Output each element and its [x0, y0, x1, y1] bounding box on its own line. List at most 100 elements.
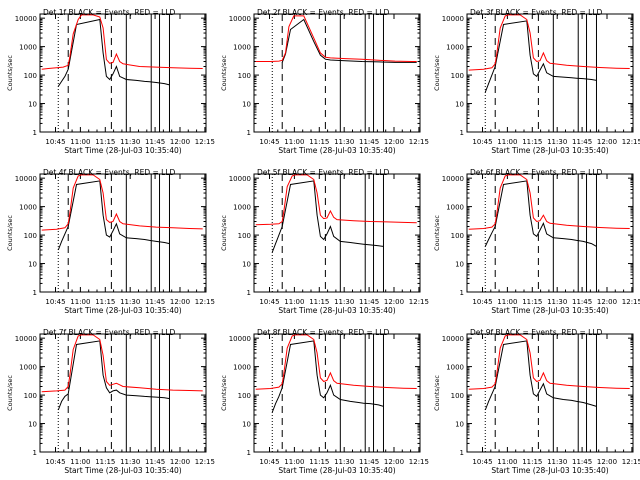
x-axis-label: Start Time (28-Jul-03 10:35:40) — [64, 146, 181, 155]
y-tick-label: 100 — [24, 392, 37, 400]
y-tick-label: 10 — [242, 101, 251, 109]
plot-frame — [39, 13, 207, 133]
x-tick-label: 12:15 — [409, 138, 429, 146]
x-tick-label: 11:00 — [497, 458, 517, 466]
x-tick-label: 11:30 — [120, 458, 140, 466]
x-axis-label: Start Time (28-Jul-03 10:35:40) — [278, 466, 395, 475]
x-tick-label: 12:15 — [195, 298, 215, 306]
x-axis-label: Start Time (28-Jul-03 10:35:40) — [491, 306, 608, 315]
y-tick-label: 10 — [28, 421, 37, 429]
x-axis-label: Start Time (28-Jul-03 10:35:40) — [278, 306, 395, 315]
plot-frame — [39, 333, 207, 453]
x-tick-label: 10:45 — [259, 458, 279, 466]
y-tick-label: 10 — [455, 261, 464, 269]
x-axis-label: Start Time (28-Jul-03 10:35:40) — [64, 466, 181, 475]
y-tick-label: 100 — [451, 72, 464, 80]
series-line-events — [484, 180, 597, 247]
x-tick-label: 11:45 — [359, 298, 379, 306]
x-tick-label: 11:15 — [95, 458, 115, 466]
x-tick-label: 11:15 — [522, 138, 542, 146]
x-tick-label: 12:00 — [170, 458, 190, 466]
panel-title: Det 1f BLACK = Events, RED = LLD — [43, 8, 176, 17]
plot-frame — [253, 333, 421, 453]
x-tick-label: 12:00 — [597, 298, 617, 306]
x-tick-label: 12:00 — [597, 458, 617, 466]
y-tick-label: 1 — [247, 289, 251, 297]
y-tick-label: 100 — [238, 232, 251, 240]
y-tick-label: 10000 — [15, 175, 37, 183]
y-tick-label: 10000 — [15, 335, 37, 343]
y-tick-label: 10 — [455, 101, 464, 109]
y-axis-label: Counts/sec — [6, 55, 14, 91]
x-tick-label: 11:15 — [522, 458, 542, 466]
panel-det-2: 1 10 100 1000 10000 10:45 11:00 11:15 11:30 11:45… — [220, 8, 429, 155]
x-tick-label: 12:15 — [195, 458, 215, 466]
y-axis-label: Counts/sec — [220, 375, 228, 411]
y-tick-label: 10000 — [442, 335, 464, 343]
x-tick-label: 10:45 — [45, 138, 65, 146]
y-tick-label: 1 — [247, 449, 251, 457]
x-tick-label: 10:45 — [45, 298, 65, 306]
x-tick-label: 11:30 — [547, 458, 567, 466]
y-tick-label: 1000 — [19, 204, 37, 212]
y-tick-label: 1000 — [233, 204, 251, 212]
y-tick-label: 10 — [28, 261, 37, 269]
panel-title: Det 6f BLACK = Events, RED = LLD — [470, 168, 603, 177]
panel-det-9: 1 10 100 1000 10000 10:45 11:00 11:15 11:30 11:45… — [433, 328, 640, 475]
x-tick-label: 12:15 — [195, 138, 215, 146]
x-tick-label: 11:45 — [359, 458, 379, 466]
x-tick-label: 10:45 — [472, 138, 492, 146]
panel-det-6: 1 10 100 1000 10000 10:45 11:00 11:15 11:30 11:45… — [433, 168, 640, 315]
y-tick-label: 1 — [33, 449, 37, 457]
x-tick-label: 10:45 — [472, 298, 492, 306]
x-tick-label: 11:15 — [309, 138, 329, 146]
y-tick-label: 1000 — [233, 364, 251, 372]
series-line-lld — [468, 334, 630, 390]
plot-frame — [466, 173, 634, 293]
y-tick-label: 10 — [242, 261, 251, 269]
series-line-events — [57, 180, 170, 251]
y-tick-label: 100 — [238, 72, 251, 80]
x-axis-label: Start Time (28-Jul-03 10:35:40) — [491, 466, 608, 475]
plot-frame — [466, 13, 634, 133]
y-tick-label: 1 — [33, 289, 37, 297]
x-tick-label: 11:45 — [145, 138, 165, 146]
series-line-events — [271, 340, 384, 413]
y-axis-label: Counts/sec — [220, 215, 228, 251]
y-tick-label: 10000 — [442, 175, 464, 183]
plot-frame — [39, 173, 207, 293]
y-tick-label: 10000 — [229, 335, 251, 343]
y-tick-label: 1 — [33, 129, 37, 137]
x-tick-label: 12:00 — [384, 298, 404, 306]
x-tick-label: 11:30 — [547, 138, 567, 146]
x-tick-label: 11:00 — [497, 298, 517, 306]
x-tick-label: 12:00 — [597, 138, 617, 146]
panel-title: Det 2f BLACK = Events, RED = LLD — [257, 8, 390, 17]
panel-det-5: 1 10 100 1000 10000 10:45 11:00 11:15 11:30 11:45… — [220, 168, 429, 315]
series-line-lld — [255, 334, 417, 390]
y-tick-label: 1 — [460, 449, 464, 457]
y-tick-label: 10000 — [229, 175, 251, 183]
plot-frame — [253, 13, 421, 133]
x-tick-label: 11:45 — [145, 458, 165, 466]
y-tick-label: 1000 — [19, 364, 37, 372]
series-line-lld — [41, 14, 203, 70]
y-tick-label: 10 — [28, 101, 37, 109]
y-tick-label: 1 — [247, 129, 251, 137]
y-tick-label: 1000 — [233, 44, 251, 52]
panel-title: Det 9f BLACK = Events, RED = LLD — [470, 328, 603, 337]
y-axis-label: Counts/sec — [220, 55, 228, 91]
series-line-lld — [255, 15, 417, 62]
x-tick-label: 11:00 — [70, 138, 90, 146]
y-tick-label: 1000 — [446, 204, 464, 212]
x-axis-label: Start Time (28-Jul-03 10:35:40) — [64, 306, 181, 315]
x-tick-label: 12:15 — [409, 298, 429, 306]
plot-frame — [253, 173, 421, 293]
panel-title: Det 3f BLACK = Events, RED = LLD — [470, 8, 603, 17]
series-line-events — [57, 340, 170, 411]
x-tick-label: 11:45 — [572, 458, 592, 466]
series-line-events — [271, 180, 384, 253]
x-tick-label: 11:45 — [359, 138, 379, 146]
x-tick-label: 11:30 — [120, 138, 140, 146]
panel-det-7: 1 10 100 1000 10000 10:45 11:00 11:15 11:30 11:45… — [6, 328, 215, 475]
